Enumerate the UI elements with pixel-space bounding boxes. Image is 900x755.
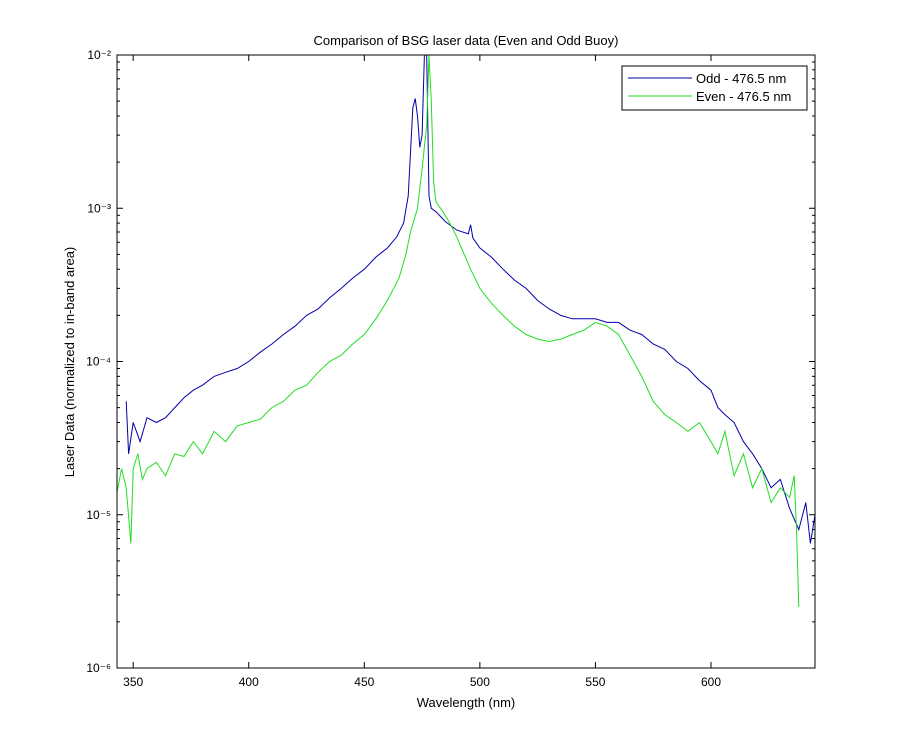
x-axis-label: Wavelength (nm) xyxy=(417,695,516,710)
y-tick-label: 10⁻³ xyxy=(87,201,111,215)
legend-label: Even - 476.5 nm xyxy=(696,89,791,104)
y-tick-label: 10⁻⁴ xyxy=(86,355,111,369)
y-tick-label: 10⁻⁶ xyxy=(86,661,111,675)
x-tick-label: 350 xyxy=(123,675,143,689)
y-axis-label: Laser Data (normalized to in-band area) xyxy=(62,247,77,478)
axes-frame xyxy=(116,54,816,669)
data-line xyxy=(117,55,800,608)
legend-label: Odd - 476.5 nm xyxy=(696,71,786,86)
x-tick-label: 450 xyxy=(354,675,374,689)
chart-title: Comparison of BSG laser data (Even and O… xyxy=(314,33,619,48)
x-tick-label: 550 xyxy=(585,675,605,689)
y-tick-label: 10⁻² xyxy=(87,48,111,62)
legend-box xyxy=(621,65,808,111)
y-tick-label: 10⁻⁵ xyxy=(86,508,111,522)
data-line xyxy=(125,55,815,544)
x-tick-label: 500 xyxy=(470,675,490,689)
x-tick-label: 600 xyxy=(701,675,721,689)
x-tick-label: 400 xyxy=(239,675,259,689)
plot-area xyxy=(117,55,815,668)
